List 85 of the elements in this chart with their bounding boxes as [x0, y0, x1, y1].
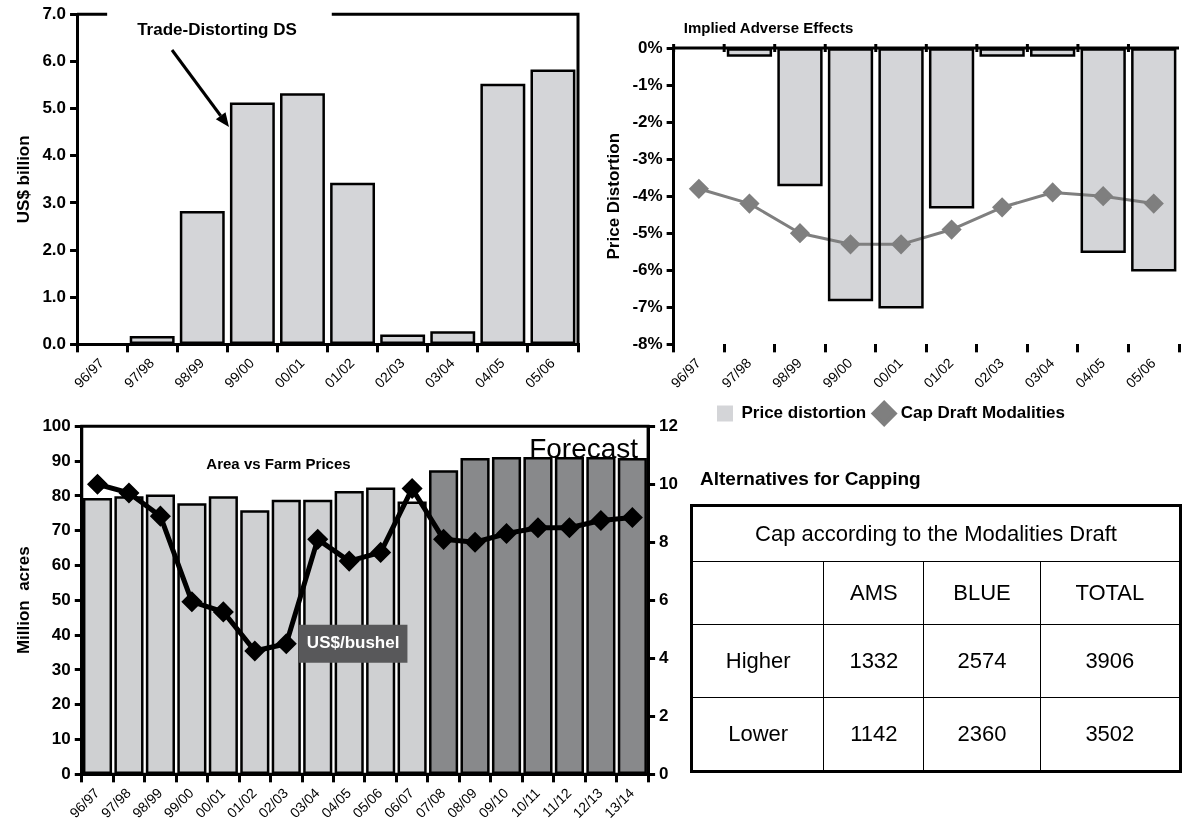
y2-tick-label: 2 [659, 706, 669, 726]
point [150, 506, 170, 526]
point [1093, 186, 1113, 206]
y-tick-label: -7% [632, 296, 663, 316]
category-label: BLUE [923, 561, 1041, 625]
y-axis-title: US$ billion [13, 135, 33, 224]
point [245, 641, 265, 661]
point [182, 592, 202, 612]
text: 3906 [1040, 624, 1181, 698]
y-tick-label: 5.0 [42, 98, 67, 118]
category-label: TOTAL [1040, 561, 1181, 625]
text: 1142 [823, 697, 924, 772]
y-tick-label: 6.0 [42, 51, 67, 71]
chart-title: Implied Adverse Effects [683, 18, 854, 36]
chart-title: Trade-Distorting DS [137, 20, 297, 40]
y-tick-label: 80 [51, 485, 71, 505]
y-tick-label: 20 [51, 694, 71, 714]
point [497, 524, 517, 544]
y-axis-title: Million acres [13, 546, 33, 655]
point [465, 532, 485, 552]
point [339, 551, 359, 571]
legend-label: Price distortion [741, 403, 867, 423]
y-axis-title: Price Distortion [603, 132, 623, 260]
point [559, 518, 579, 538]
point [689, 179, 709, 199]
point [790, 223, 810, 243]
y2-tick-label: 10 [659, 473, 679, 493]
category-label: Lower [728, 721, 789, 746]
text: Area vs Farm Prices [206, 454, 351, 472]
y2-tick-label: 4 [659, 647, 670, 667]
point [402, 479, 422, 499]
y-tick-label: 40 [51, 624, 71, 644]
point [1144, 194, 1164, 214]
text: 2574 [923, 624, 1041, 698]
point [276, 634, 296, 654]
y-tick-label: 60 [51, 555, 71, 575]
y-tick-label: -6% [632, 259, 663, 279]
point [942, 220, 962, 240]
y-tick-label: 50 [51, 589, 71, 609]
y-tick-label: 4.0 [42, 145, 67, 165]
y-tick-label: -4% [632, 185, 663, 205]
point [119, 483, 139, 503]
point [622, 508, 642, 528]
text: 1332 [823, 624, 924, 698]
y-tick-label: -5% [632, 222, 663, 242]
y-tick-label: -1% [632, 74, 663, 94]
y-tick-label: 0.0 [42, 334, 67, 354]
point [371, 542, 391, 562]
y2-tick-label: 8 [659, 531, 669, 551]
y-tick-label: 100 [42, 415, 71, 435]
annotation: Forecast [529, 433, 639, 465]
y2-tick-label: 12 [659, 415, 679, 435]
y-tick-label: -8% [632, 334, 663, 354]
y-tick-label: 0 [61, 764, 71, 784]
text: Cap according to the Modalities Draft [691, 505, 1181, 562]
y-tick-label: 90 [51, 450, 71, 470]
y-tick-label: 30 [51, 659, 71, 679]
point [88, 474, 107, 494]
point [591, 510, 611, 530]
point [434, 529, 454, 549]
series-label: US$/bushel [306, 633, 400, 653]
point [891, 234, 911, 254]
point [528, 518, 548, 538]
point [213, 602, 233, 622]
y-tick-label: 10 [51, 729, 71, 749]
point [308, 529, 328, 549]
y-tick-label: 7.0 [42, 3, 67, 23]
text: 2360 [923, 697, 1041, 772]
point [1043, 182, 1063, 202]
category-label: AMS [823, 561, 924, 625]
y-tick-label: 3.0 [42, 192, 67, 212]
point [992, 197, 1012, 217]
y-tick-label: 70 [51, 520, 71, 540]
point [841, 234, 861, 254]
y2-tick-label: 6 [659, 589, 669, 609]
y-tick-label: -3% [632, 148, 663, 168]
text: 3502 [1040, 697, 1181, 772]
category-label: Higher [725, 648, 791, 673]
y-tick-label: -2% [632, 111, 663, 131]
y-tick-label: 1.0 [42, 286, 67, 306]
text: Alternatives for Capping [700, 468, 922, 490]
y-tick-label: 2.0 [42, 239, 67, 259]
legend-label: Cap Draft Modalities [900, 403, 1066, 423]
point [739, 194, 759, 214]
y-tick-label: 0% [638, 37, 663, 57]
